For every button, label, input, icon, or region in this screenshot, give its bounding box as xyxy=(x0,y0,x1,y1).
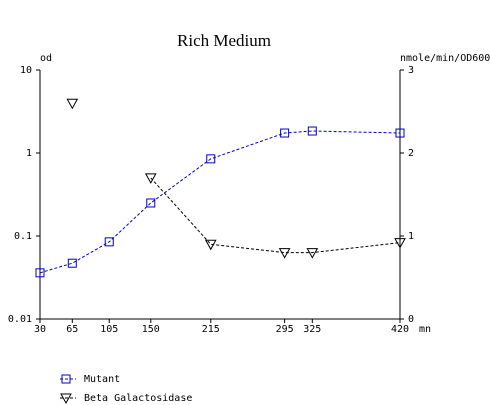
marker xyxy=(146,198,156,208)
legend-label: Mutant xyxy=(84,374,120,385)
y-axis-label: od xyxy=(40,53,52,64)
marker xyxy=(66,98,79,110)
y-tick-label: 10 xyxy=(20,65,32,76)
marker xyxy=(35,268,45,278)
marker xyxy=(278,248,291,259)
y-tick-label: 1 xyxy=(26,148,32,159)
legend-marker xyxy=(60,393,72,405)
series-line xyxy=(150,177,401,254)
x-tick-label: 105 xyxy=(100,324,118,335)
x-tick-label: 30 xyxy=(34,324,46,335)
marker xyxy=(204,239,217,251)
marker xyxy=(306,248,319,259)
marker xyxy=(307,126,317,136)
legend-marker xyxy=(61,374,71,384)
y-tick-label: 0.1 xyxy=(14,231,32,242)
marker xyxy=(144,173,157,184)
legend-label: Beta Galactosidase xyxy=(84,393,192,404)
marker xyxy=(394,238,406,249)
y2-axis-label: nmole/min/OD600 xyxy=(400,53,490,64)
marker xyxy=(104,237,114,247)
x-tick-label: 65 xyxy=(66,324,78,335)
marker xyxy=(67,258,77,268)
series-line xyxy=(39,130,401,274)
x-axis-label: mn xyxy=(419,324,431,335)
y2-tick-label: 0 xyxy=(408,314,414,325)
marker xyxy=(206,154,216,164)
y-tick-label: 0.01 xyxy=(8,314,32,325)
y2-tick-label: 1 xyxy=(408,231,414,242)
x-tick-label: 325 xyxy=(303,324,321,335)
marker xyxy=(395,128,405,138)
x-tick-label: 295 xyxy=(276,324,294,335)
x-tick-label: 150 xyxy=(142,324,160,335)
marker xyxy=(280,128,290,138)
y2-tick-label: 3 xyxy=(408,65,414,76)
chart-title: Rich Medium xyxy=(177,31,271,50)
x-tick-label: 420 xyxy=(391,324,409,335)
x-tick-label: 215 xyxy=(202,324,220,335)
y2-tick-label: 2 xyxy=(408,148,414,159)
